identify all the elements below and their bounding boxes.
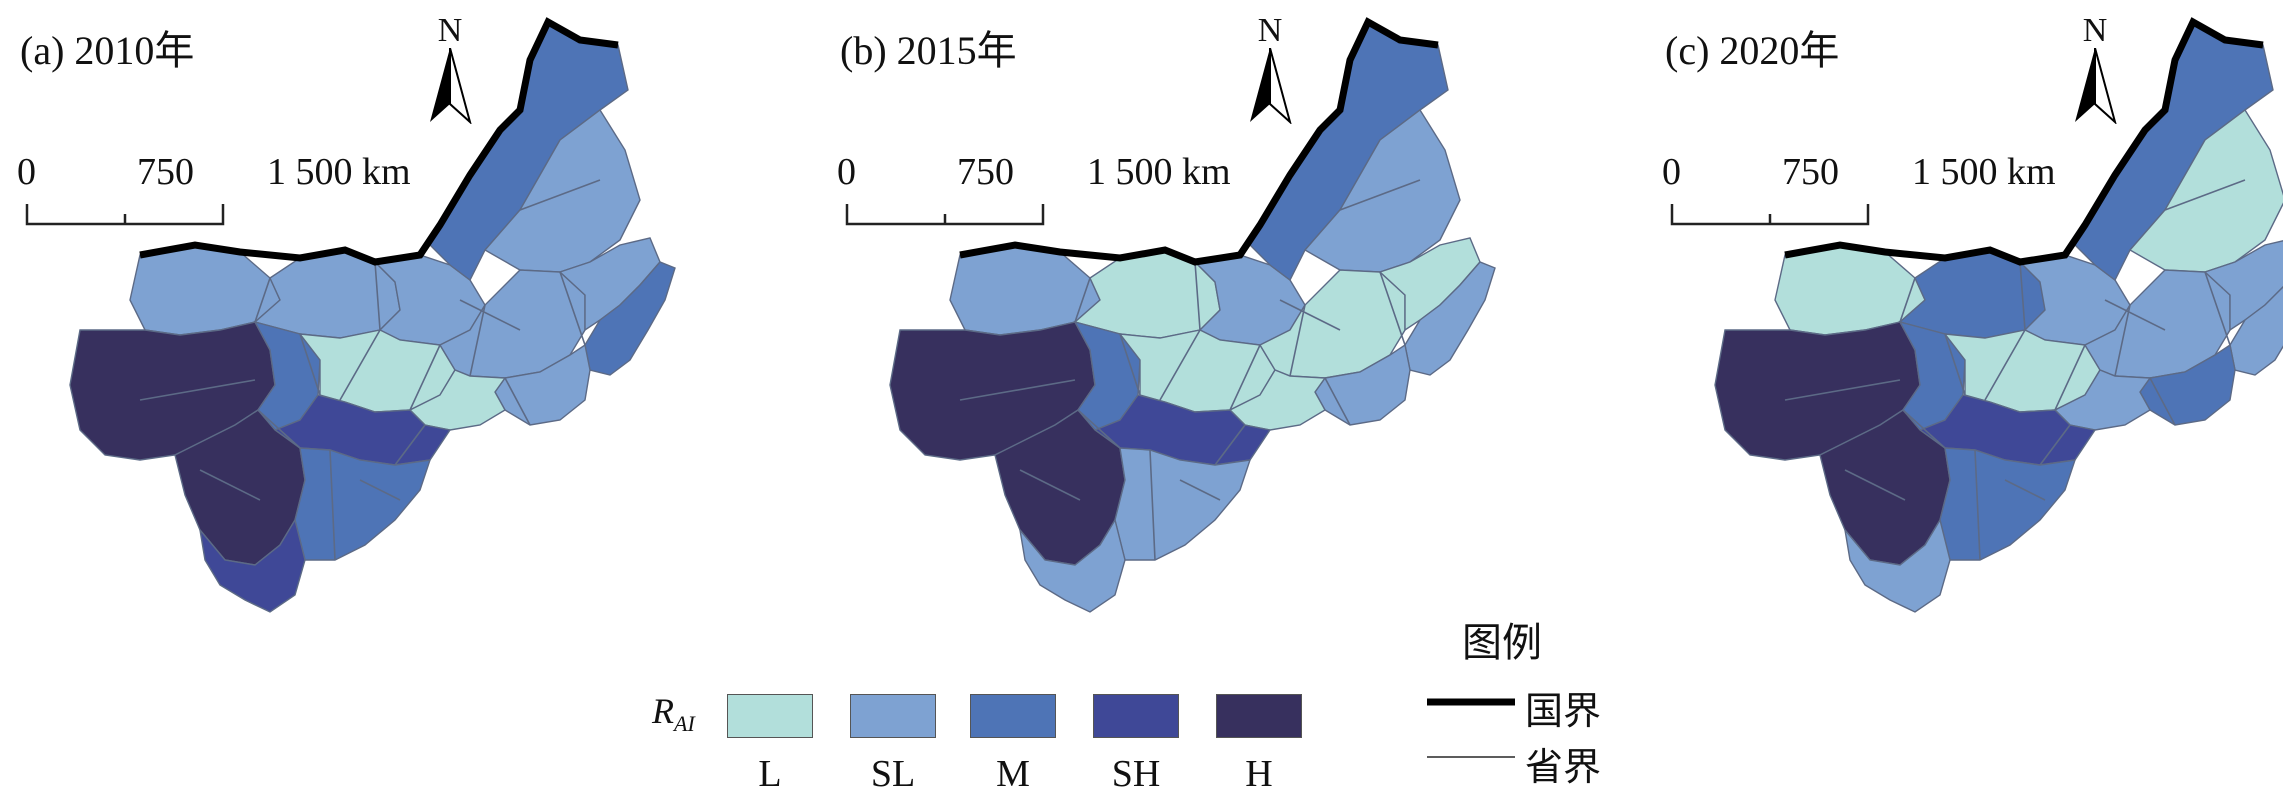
national-border [1784,17,2264,266]
legend-swatch-SH [1093,694,1179,738]
legend-line-samples [1427,698,1515,758]
legend-symbol: RAI [652,690,695,737]
region-shandong [2203,240,2283,332]
region-sw_tip [1018,518,1126,613]
region-sichuan_east [294,447,432,561]
north-arrow: N [1240,12,1300,124]
scale-bar: 0 750 1 500 km [17,150,411,260]
legend-title: 图例 [1462,620,1542,665]
legend-symbol-sub: AI [674,711,695,737]
choropleth-map [1714,17,2283,613]
scale-tick-0: 0 [17,151,36,193]
map-panel-1: (a) 2010年 N 0 750 1 500 km [0,0,780,640]
scale-tick-0: 0 [837,151,856,193]
legend-swatch-SL [850,694,936,738]
provincial-borders [959,179,1421,561]
scale-bar: 0 750 1 500 km [1662,150,2056,260]
choropleth-map [69,17,676,613]
provincial-borders [139,179,601,561]
national-border [959,17,1439,266]
region-sichuan_east [1939,447,2077,561]
legend-label-H: H [1245,753,1273,795]
legend-swatch-L [727,694,813,738]
scale-tick-2: 1 500 km [267,151,411,193]
panel-title: (a) 2010年 [20,28,195,73]
north-arrow-icon [2075,48,2117,124]
region-sw_tip [1843,518,1951,613]
map-panel-3: (c) 2020年 N 0 750 1 500 km [1645,0,2283,640]
north-arrow: N [420,12,480,124]
north-label: N [437,12,463,49]
scale-tick-0: 0 [1662,151,1681,193]
legend-label-L: L [758,753,782,795]
region-sichuan_east [1114,447,1252,561]
choropleth-map [889,17,1496,613]
map-panel-2: (b) 2015年 N 0 750 1 500 km [820,0,1600,640]
north-label: N [1257,12,1283,49]
legend-label-SH: SH [1111,753,1161,795]
panel-title: (b) 2015年 [840,28,1017,73]
north-label: N [2082,12,2108,49]
provincial-borders [1784,179,2246,561]
scale-tick-2: 1 500 km [1912,151,2056,193]
north-arrow: N [2065,12,2125,124]
north-arrow-icon [1250,48,1292,124]
national-border [139,17,619,266]
scale-tick-1: 750 [957,151,1014,193]
scale-bar: 0 750 1 500 km [837,150,1231,260]
scale-line [25,204,225,226]
scale-tick-1: 750 [137,151,194,193]
legend-national-border-label: 国界 [1525,691,1602,733]
legend-label-SL: SL [870,753,916,795]
north-arrow-icon [430,48,472,124]
panel-title: (c) 2020年 [1665,28,1840,73]
region-sw_tip [198,518,306,613]
legend-label-M: M [996,753,1030,795]
scale-tick-1: 750 [1782,151,1839,193]
legend-symbol-main: R [652,691,674,731]
legend-provincial-border-label: 省界 [1525,747,1602,789]
scale-tick-2: 1 500 km [1087,151,1231,193]
legend-swatch-H [1216,694,1302,738]
legend-swatch-M [970,694,1056,738]
scale-line [1670,204,1870,226]
scale-line [845,204,1045,226]
